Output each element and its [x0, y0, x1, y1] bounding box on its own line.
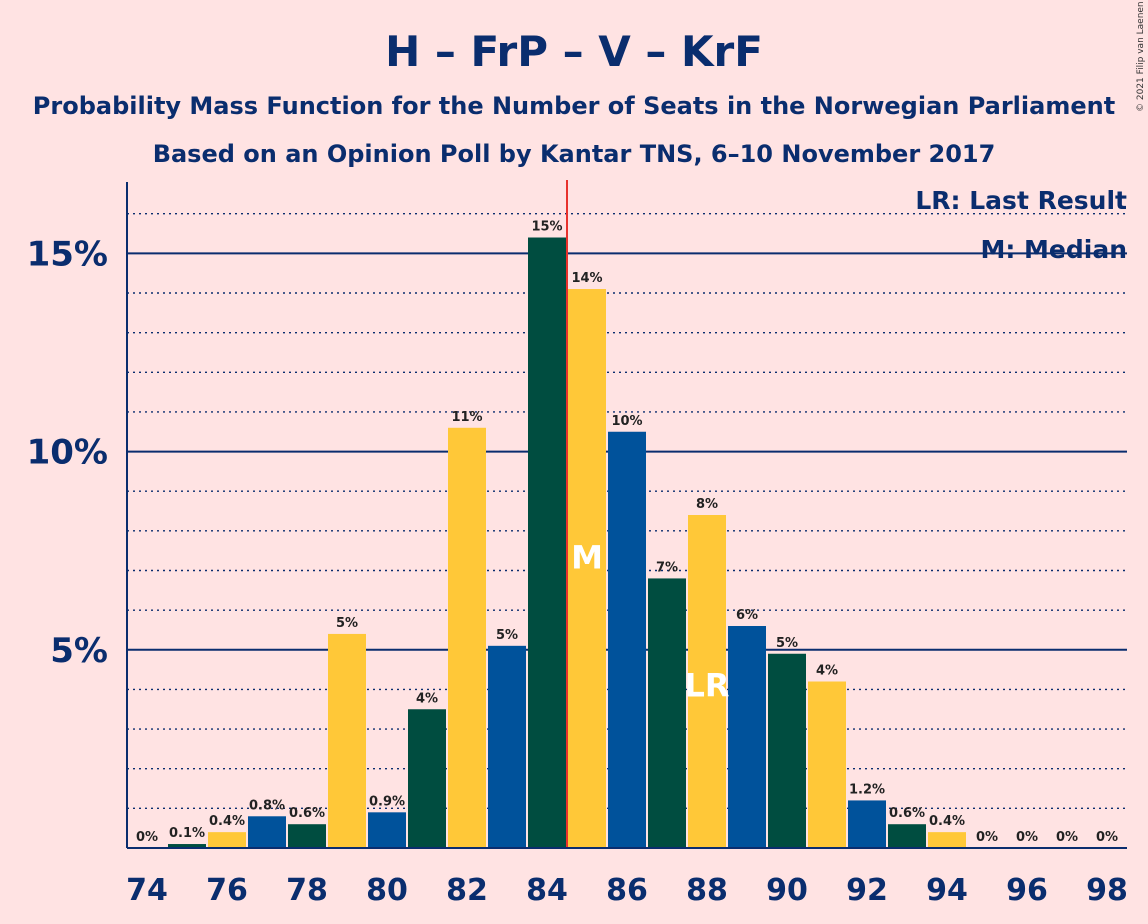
median-marker: M — [571, 539, 603, 577]
x-tick-94: 94 — [926, 873, 968, 908]
bar-77 — [248, 816, 286, 848]
data-label-75: 0.1% — [169, 826, 205, 841]
data-label-98: 0% — [1096, 830, 1118, 845]
data-label-90: 5% — [776, 636, 798, 651]
x-tick-88: 88 — [686, 873, 728, 908]
axes — [126, 182, 1127, 849]
x-tick-84: 84 — [526, 873, 568, 908]
bar-92 — [848, 800, 886, 848]
legend-median: M: Median — [980, 235, 1127, 264]
x-tick-82: 82 — [446, 873, 488, 908]
data-label-88: 8% — [696, 497, 718, 512]
bar-79 — [328, 633, 366, 848]
bar-94 — [928, 832, 966, 848]
x-tick-80: 80 — [366, 873, 408, 908]
bar-82 — [448, 427, 486, 848]
x-tick-98: 98 — [1086, 873, 1128, 908]
data-label-91: 4% — [816, 664, 838, 679]
data-label-92: 1.2% — [849, 782, 885, 797]
bar-83 — [488, 645, 526, 848]
data-label-85: 14% — [571, 271, 602, 286]
x-tick-78: 78 — [286, 873, 328, 908]
y-tick-15: 15% — [27, 234, 108, 274]
data-label-81: 4% — [416, 691, 438, 706]
x-tick-86: 86 — [606, 873, 648, 908]
markers: M LR — [566, 180, 730, 848]
data-label-86: 10% — [611, 414, 642, 429]
chart-subtitle: Probability Mass Function for the Number… — [33, 92, 1115, 120]
data-label-96: 0% — [1016, 830, 1038, 845]
data-label-93: 0.6% — [889, 806, 925, 821]
bar-75 — [168, 844, 206, 848]
bar-89 — [728, 626, 766, 848]
y-tick-10: 10% — [27, 433, 108, 473]
x-tick-90: 90 — [766, 873, 808, 908]
last-result-marker: LR — [684, 667, 729, 705]
data-label-83: 5% — [496, 628, 518, 643]
x-tick-labels: 74 76 78 80 82 84 86 88 90 92 94 96 98 — [126, 873, 1128, 908]
bar-88 — [688, 515, 726, 848]
bar-86 — [608, 431, 646, 848]
data-label-97: 0% — [1056, 830, 1078, 845]
data-label-77: 0.8% — [249, 798, 285, 813]
bar-90 — [768, 653, 806, 848]
legend-last-result: LR: Last Result — [915, 186, 1127, 215]
y-tick-5: 5% — [50, 631, 108, 671]
data-label-79: 5% — [336, 616, 358, 631]
data-label-89: 6% — [736, 608, 758, 623]
bar-80 — [368, 812, 406, 848]
data-label-76: 0.4% — [209, 814, 245, 829]
bar-85 — [568, 289, 606, 848]
bar-87 — [648, 578, 686, 848]
data-label-95: 0% — [976, 830, 998, 845]
x-tick-76: 76 — [206, 873, 248, 908]
chart-title: H – FrP – V – KrF — [385, 27, 763, 76]
x-tick-92: 92 — [846, 873, 888, 908]
y-tick-labels: 5% 10% 15% — [27, 234, 108, 670]
bar-81 — [408, 709, 446, 848]
data-labels: 0% 0.1% 0.4% 0.8% 0.6% 5% 0.9% 4% 11% 5% 15% 14% 10%… — [136, 220, 1118, 846]
bar-76 — [208, 832, 246, 848]
bars — [168, 237, 966, 848]
data-label-87: 7% — [656, 560, 678, 575]
bar-93 — [888, 824, 926, 848]
bar-91 — [808, 681, 846, 848]
bar-78 — [288, 824, 326, 848]
data-label-94: 0.4% — [929, 814, 965, 829]
x-tick-74: 74 — [126, 873, 168, 908]
chart-subtitle-2: Based on an Opinion Poll by Kantar TNS, … — [153, 140, 996, 168]
data-label-84: 15% — [531, 220, 562, 235]
data-label-82: 11% — [451, 410, 482, 425]
data-label-74: 0% — [136, 830, 158, 845]
copyright-note: © 2021 Filip van Laenen — [1136, 1, 1146, 112]
data-label-78: 0.6% — [289, 806, 325, 821]
data-label-80: 0.9% — [369, 794, 405, 809]
bar-84 — [528, 237, 566, 848]
x-tick-96: 96 — [1006, 873, 1048, 908]
